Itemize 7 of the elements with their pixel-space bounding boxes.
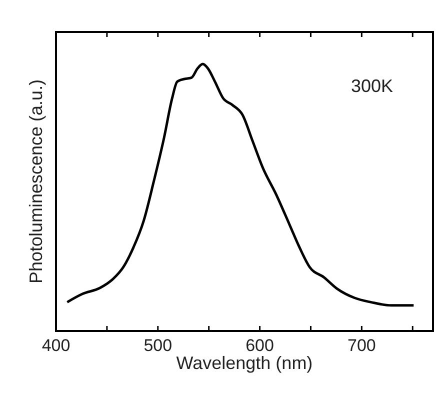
x-tick-label: 600 bbox=[246, 336, 274, 355]
x-tick-label: 400 bbox=[42, 336, 70, 355]
y-axis-title: Photoluminescence (a.u.) bbox=[26, 79, 46, 284]
annotation: 300K bbox=[350, 76, 393, 96]
x-tick-label: 500 bbox=[144, 336, 172, 355]
x-axis-title: Wavelength (nm) bbox=[176, 353, 313, 373]
x-tick-label: 700 bbox=[347, 336, 376, 355]
